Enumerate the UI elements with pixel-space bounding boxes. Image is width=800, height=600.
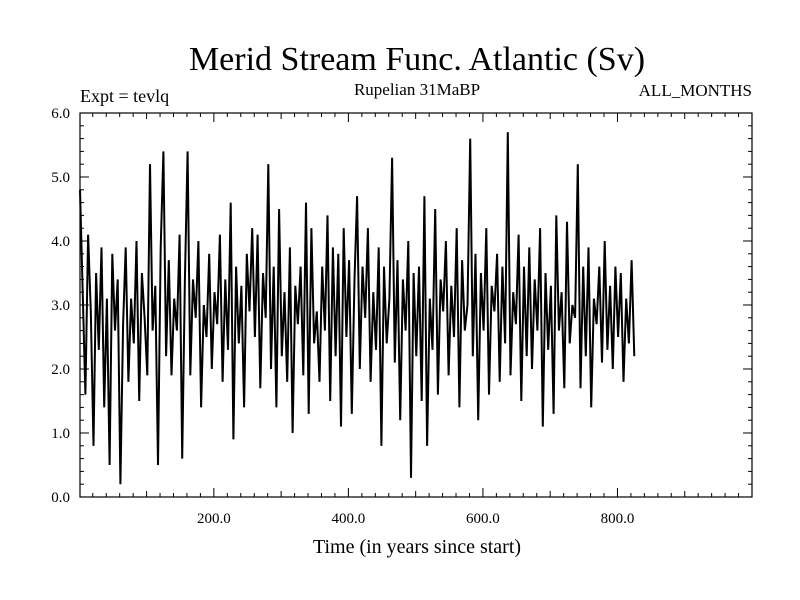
y-axis: 0.0 1.0 2.0 3.0 4.0 5.0 6.0	[51, 106, 752, 506]
chart-title: Merid Stream Func. Atlantic (Sv)	[189, 41, 645, 78]
x-tick-label: 800.0	[601, 511, 635, 527]
x-tick-label: 200.0	[197, 511, 231, 527]
y-tick-label: 4.0	[51, 234, 70, 250]
y-tick-label: 5.0	[51, 170, 70, 186]
x-axis: 200.0 400.0 600.0 800.0	[92, 113, 740, 527]
x-axis-label: Time (in years since start)	[313, 536, 521, 558]
x-tick-label: 600.0	[466, 511, 500, 527]
chart-subtitle: Rupelian 31MaBP	[354, 80, 480, 99]
y-tick-label: 0.0	[51, 490, 70, 506]
x-tick-label: 400.0	[332, 511, 366, 527]
y-tick-label: 2.0	[51, 362, 70, 378]
months-label: ALL_MONTHS	[639, 81, 752, 100]
y-tick-label: 3.0	[51, 298, 70, 314]
y-tick-label: 1.0	[51, 426, 70, 442]
series-line-0	[79, 132, 636, 485]
experiment-label: Expt = tevlq	[80, 86, 169, 106]
y-tick-label: 6.0	[51, 106, 70, 122]
plot-area	[79, 132, 636, 485]
